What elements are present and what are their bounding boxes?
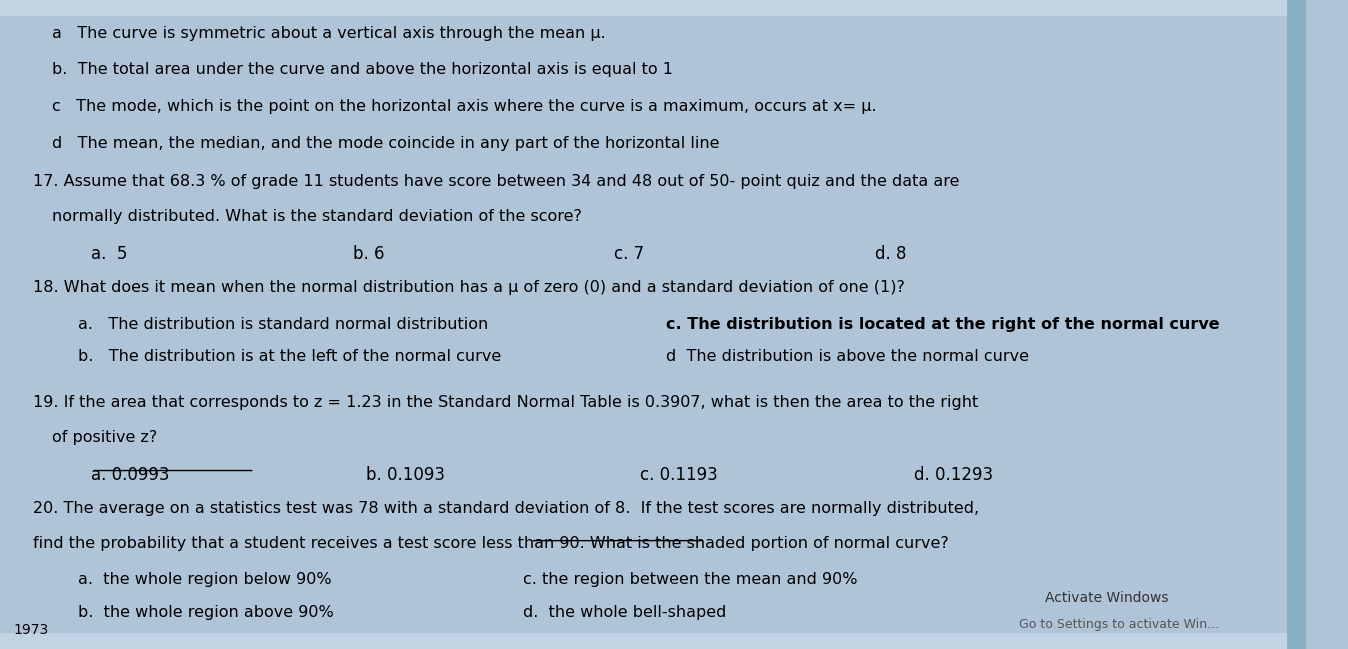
Text: 1973: 1973 — [13, 623, 49, 637]
Text: 17. Assume that 68.3 % of grade 11 students have score between 34 and 48 out of : 17. Assume that 68.3 % of grade 11 stude… — [32, 174, 960, 189]
Text: c. 0.1193: c. 0.1193 — [640, 466, 718, 484]
Text: d.  the whole bell-shaped: d. the whole bell-shaped — [523, 605, 725, 620]
FancyBboxPatch shape — [0, 0, 1306, 16]
Text: b. 0.1093: b. 0.1093 — [365, 466, 445, 484]
Text: d. 8: d. 8 — [875, 245, 907, 263]
Text: d. 0.1293: d. 0.1293 — [914, 466, 993, 484]
Text: b. 6: b. 6 — [353, 245, 384, 263]
Text: c   The mode, which is the point on the horizontal axis where the curve is a max: c The mode, which is the point on the ho… — [53, 99, 878, 114]
Text: normally distributed. What is the standard deviation of the score?: normally distributed. What is the standa… — [53, 209, 582, 224]
Text: b.   The distribution is at the left of the normal curve: b. The distribution is at the left of th… — [78, 349, 501, 364]
FancyBboxPatch shape — [1287, 0, 1306, 649]
Text: Go to Settings to activate Win...: Go to Settings to activate Win... — [1019, 618, 1219, 631]
Text: a.  the whole region below 90%: a. the whole region below 90% — [78, 572, 332, 587]
Text: a. 0.0993: a. 0.0993 — [92, 466, 170, 484]
FancyBboxPatch shape — [0, 633, 1306, 649]
Text: c. the region between the mean and 90%: c. the region between the mean and 90% — [523, 572, 857, 587]
Text: d   The mean, the median, and the mode coincide in any part of the horizontal li: d The mean, the median, and the mode coi… — [53, 136, 720, 151]
Text: of positive z?: of positive z? — [53, 430, 158, 445]
Text: b.  the whole region above 90%: b. the whole region above 90% — [78, 605, 334, 620]
Text: d  The distribution is above the normal curve: d The distribution is above the normal c… — [666, 349, 1030, 364]
Text: 18. What does it mean when the normal distribution has a μ of zero (0) and a sta: 18. What does it mean when the normal di… — [32, 280, 905, 295]
Text: a   The curve is symmetric about a vertical axis through the mean μ.: a The curve is symmetric about a vertica… — [53, 26, 607, 41]
Text: Activate Windows: Activate Windows — [1045, 591, 1169, 605]
Text: 19. If the area that corresponds to z = 1.23 in the Standard Normal Table is 0.3: 19. If the area that corresponds to z = … — [32, 395, 977, 410]
Text: b.  The total area under the curve and above the horizontal axis is equal to 1: b. The total area under the curve and ab… — [53, 62, 673, 77]
Text: find the probability that a student receives a test score less than 90. What is : find the probability that a student rece… — [32, 536, 949, 551]
Text: a.  5: a. 5 — [92, 245, 128, 263]
Text: a.   The distribution is standard normal distribution: a. The distribution is standard normal d… — [78, 317, 488, 332]
Text: c. 7: c. 7 — [613, 245, 644, 263]
Text: 20. The average on a statistics test was 78 with a standard deviation of 8.  If : 20. The average on a statistics test was… — [32, 501, 979, 516]
Text: c. The distribution is located at the right of the normal curve: c. The distribution is located at the ri… — [666, 317, 1220, 332]
